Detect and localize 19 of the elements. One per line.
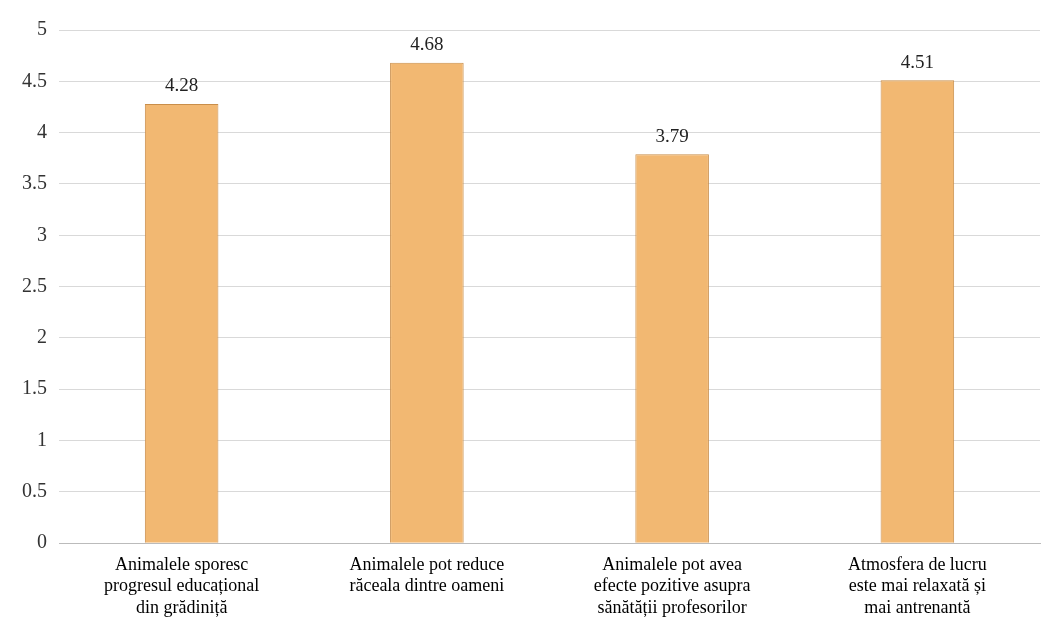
y-tick-label: 1 [37,427,47,450]
data-label: 3.79 [655,124,689,146]
y-tick-label: 1.5 [22,376,47,399]
y-tick-label: 5 [37,17,47,40]
x-tick-label: Atmosfera de lucru este mai relaxată și mai antrenantă [847,553,987,617]
y-tick-label: 3.5 [22,171,47,194]
x-tick-label: Animalele sporesc progresul educațional din grădiniță [103,553,260,617]
y-tick-label: 2.5 [22,273,47,296]
y-tick-label: 4 [37,119,47,142]
data-label: 4.51 [900,50,934,72]
x-tick-label: Animalele pot avea efecte pozitive asupra sănătății profesorilor [593,553,751,617]
y-tick-label: 2 [37,325,47,348]
data-label: 4.68 [410,33,444,55]
y-tick-label: 0.5 [22,479,47,502]
y-tick-label: 0 [37,530,47,553]
y-tick-label: 4.5 [22,68,47,91]
data-label: 4.28 [165,74,199,96]
y-tick-label: 3 [37,222,47,245]
x-tick-label: Animalele pot reduce răceala dintre oameni [349,553,505,596]
